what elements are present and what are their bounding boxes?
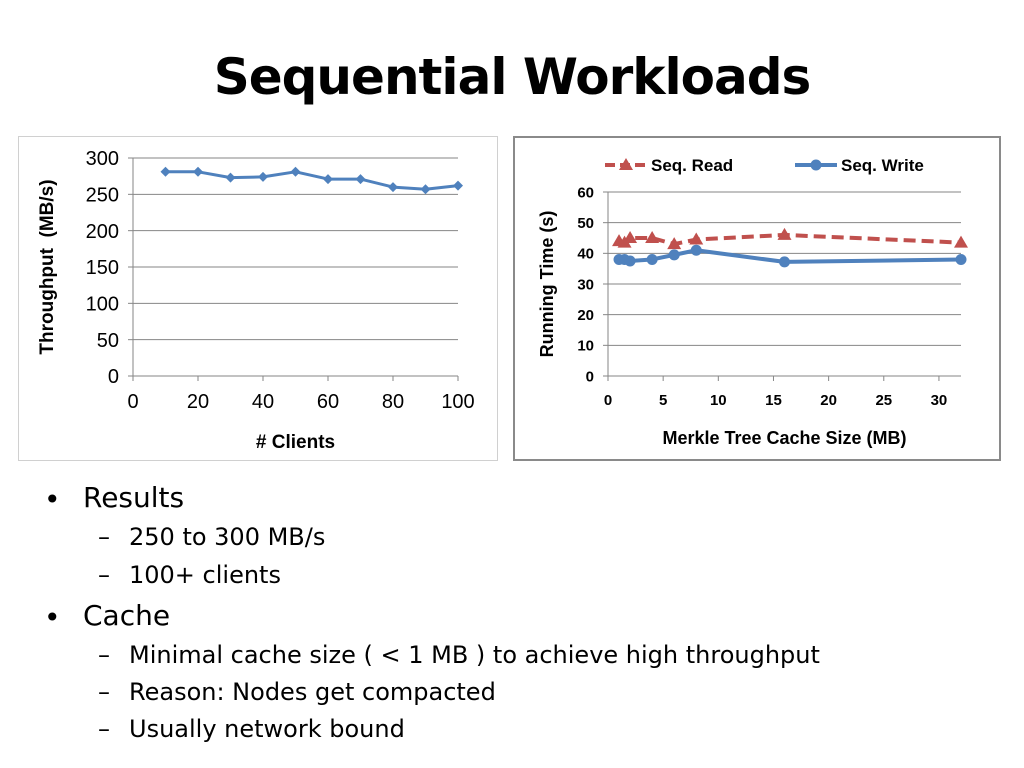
bullet-dot: • — [44, 601, 61, 634]
y-tick-label: 200 — [86, 221, 119, 243]
y-tick-label: 150 — [86, 257, 119, 279]
x-axis-title: # Clients — [256, 432, 335, 453]
bullet-cache: Cache — [83, 599, 171, 632]
y-tick-label: 250 — [86, 185, 119, 207]
sub-bullet-dash: – — [98, 678, 110, 706]
sub-bullet-dash: – — [98, 523, 110, 551]
x-tick-label: 60 — [317, 391, 339, 413]
bullet-dot: • — [44, 483, 61, 516]
data-point — [420, 184, 431, 195]
y-tick-label: 0 — [108, 366, 119, 388]
data-point — [193, 166, 203, 177]
data-point — [160, 166, 171, 177]
y-tick-label: 20 — [577, 307, 594, 324]
sub-bullet-dash: – — [98, 641, 110, 669]
legend-label: Seq. Write — [841, 156, 924, 175]
data-point — [623, 231, 638, 243]
running-time-chart: 0 10 20 30 40 50 60 0 5 10 15 20 25 30 Merkle Tree Cac… — [513, 136, 1001, 461]
data-point — [645, 231, 660, 243]
data-point — [779, 256, 790, 268]
slide-title: Sequential Workloads — [213, 48, 812, 106]
y-tick-label: 50 — [97, 330, 119, 352]
data-point — [690, 244, 702, 256]
sub-bullet-dash: – — [98, 715, 110, 743]
x-tick-label: 5 — [659, 392, 667, 409]
sub-bullet-reason: Reason: Nodes get compacted — [129, 678, 496, 706]
y-tick-label: 100 — [86, 294, 119, 316]
bullet-results: Results — [83, 481, 185, 514]
data-point — [689, 232, 704, 245]
x-tick-label: 80 — [382, 391, 404, 413]
y-tick-label: 40 — [577, 246, 594, 263]
data-point — [777, 227, 792, 240]
legend-marker — [810, 159, 822, 171]
y-tick-label: 30 — [577, 276, 594, 293]
throughput-chart: 0 50 100 150 200 250 300 0 20 40 60 80 100 # Clients T… — [18, 136, 498, 461]
data-point — [355, 174, 366, 185]
sub-bullet-dash: – — [98, 561, 110, 589]
y-axis-title: Running Time (s) — [537, 211, 557, 358]
data-point — [954, 235, 968, 248]
x-tick-label: 10 — [710, 392, 727, 409]
legend-label: Seq. Read — [651, 156, 733, 175]
y-tick-label: 300 — [86, 148, 119, 170]
series-line-0 — [165, 170, 459, 191]
data-point — [955, 253, 967, 265]
x-tick-label: 40 — [252, 391, 274, 413]
y-axis-title: Throughput (MB/s) — [37, 179, 58, 354]
throughput-chart-svg: 0 50 100 150 200 250 300 0 20 40 60 80 100 # Clients T… — [37, 148, 475, 453]
x-tick-label: 30 — [931, 392, 948, 409]
x-tick-label: 0 — [604, 392, 612, 409]
y-tick-label: 10 — [577, 338, 594, 355]
data-point — [453, 180, 463, 191]
data-point — [624, 255, 636, 267]
x-tick-label: 15 — [765, 392, 782, 409]
legend-marker — [619, 158, 633, 170]
data-point — [290, 166, 301, 177]
sub-bullet-network: Usually network bound — [129, 715, 405, 743]
data-point — [667, 237, 682, 250]
x-tick-label: 20 — [820, 392, 837, 409]
data-point — [225, 172, 236, 183]
x-tick-label: 20 — [187, 391, 209, 413]
data-point — [258, 171, 268, 182]
x-tick-label: 100 — [441, 391, 474, 413]
y-tick-label: 50 — [577, 215, 594, 232]
x-axis-title: Merkle Tree Cache Size (MB) — [662, 428, 906, 448]
data-point — [646, 253, 658, 265]
sub-bullet-throughput: 250 to 300 MB/s — [129, 523, 326, 551]
sub-bullet-cache-size: Minimal cache size ( < 1 MB ) to achieve… — [129, 641, 820, 669]
x-tick-label: 25 — [875, 392, 892, 409]
data-point — [668, 249, 680, 261]
x-tick-label: 0 — [127, 391, 138, 413]
running-time-chart-svg: 0 10 20 30 40 50 60 0 5 10 15 20 25 30 Merkle Tree Cac… — [537, 156, 968, 448]
y-tick-label: 0 — [586, 368, 594, 385]
y-tick-label: 60 — [577, 184, 594, 201]
data-point — [388, 182, 398, 193]
sub-bullet-clients: 100+ clients — [129, 561, 281, 589]
data-point — [323, 174, 333, 185]
